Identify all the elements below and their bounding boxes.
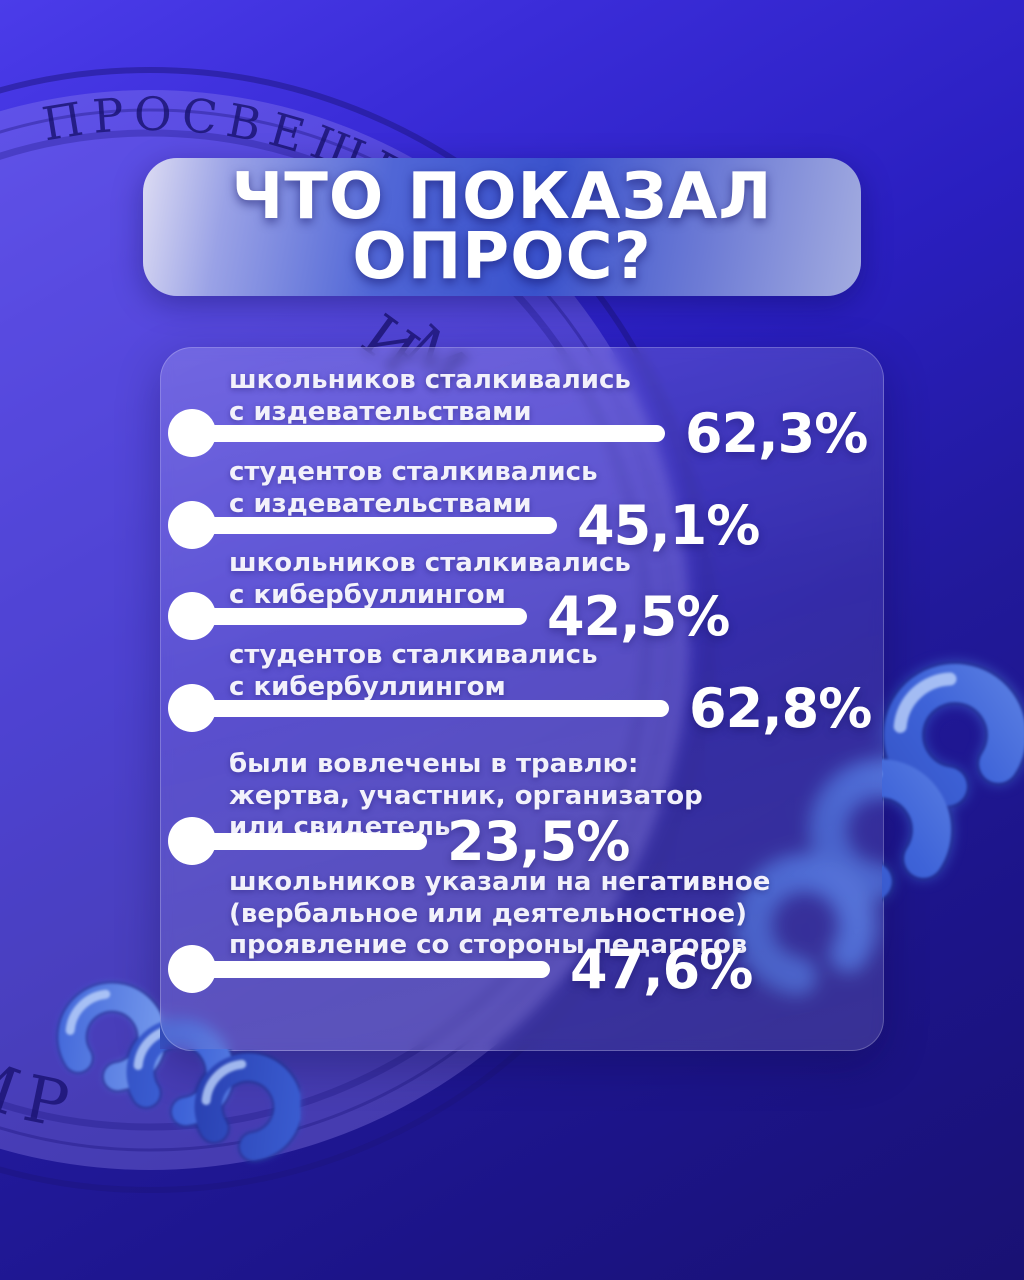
spiral-left-icon — [56, 981, 300, 1163]
stat-row-students-bullying: студентов сталкивались с издевательствам… — [161, 457, 883, 557]
stat-label: школьников указали на негативное (вербал… — [229, 867, 771, 961]
stat-lollipop: 45,1% — [161, 494, 883, 557]
page-title-line1: ЧТО ПОКАЗАЛ — [231, 160, 773, 234]
stat-value: 62,8% — [689, 676, 872, 740]
lollipop-bar — [192, 699, 669, 717]
stat-lollipop: 62,8% — [161, 677, 883, 740]
lollipop-bar — [192, 832, 427, 850]
stat-label: школьников сталкивались с кибербуллингом — [229, 548, 631, 610]
lollipop-dot — [168, 945, 216, 994]
stat-lollipop: 47,6% — [161, 938, 883, 1001]
stat-value: 42,5% — [547, 584, 730, 648]
stat-label: школьников сталкивались с издевательства… — [229, 365, 631, 427]
stat-row-students-cyberbullying: студентов сталкивались с кибербуллингом … — [161, 640, 883, 740]
stat-lollipop: 62,3% — [161, 402, 883, 465]
page-title-line2: ОПРОС? — [352, 220, 652, 294]
stat-label: студентов сталкивались с кибербуллингом — [229, 640, 598, 702]
stat-value: 45,1% — [577, 493, 760, 557]
stat-value: 62,3% — [685, 401, 868, 465]
lollipop-dot — [168, 409, 216, 458]
stats-card: школьников сталкивались с издевательства… — [160, 347, 884, 1051]
stat-label: студентов сталкивались с издевательствам… — [229, 457, 598, 519]
stat-value: 23,5% — [447, 809, 630, 873]
stat-lollipop: 42,5% — [161, 585, 883, 648]
stat-row-involved-in-harassment: были вовлечены в травлю: жертва, участни… — [161, 749, 883, 873]
spiral-right-icon — [882, 661, 1024, 904]
lollipop-dot — [168, 817, 216, 866]
stat-lollipop: 23,5% — [161, 810, 883, 873]
lollipop-bar — [192, 960, 550, 978]
lollipop-bar — [192, 424, 665, 442]
stat-row-schoolers-cyberbullying: школьников сталкивались с кибербуллингом… — [161, 548, 883, 648]
lollipop-bar — [192, 516, 557, 534]
stat-row-schoolers-bullying: школьников сталкивались с издевательства… — [161, 365, 883, 465]
stat-row-negative-from-teachers: школьников указали на негативное (вербал… — [161, 867, 883, 1001]
stat-value: 47,6% — [570, 937, 753, 1001]
lollipop-dot — [168, 684, 216, 733]
lollipop-bar — [192, 607, 527, 625]
lollipop-dot — [168, 592, 216, 641]
spiral-right-container — [882, 0, 1024, 1280]
title-banner: ЧТО ПОКАЗАЛ ОПРОС? — [143, 158, 861, 296]
lollipop-dot — [168, 501, 216, 550]
